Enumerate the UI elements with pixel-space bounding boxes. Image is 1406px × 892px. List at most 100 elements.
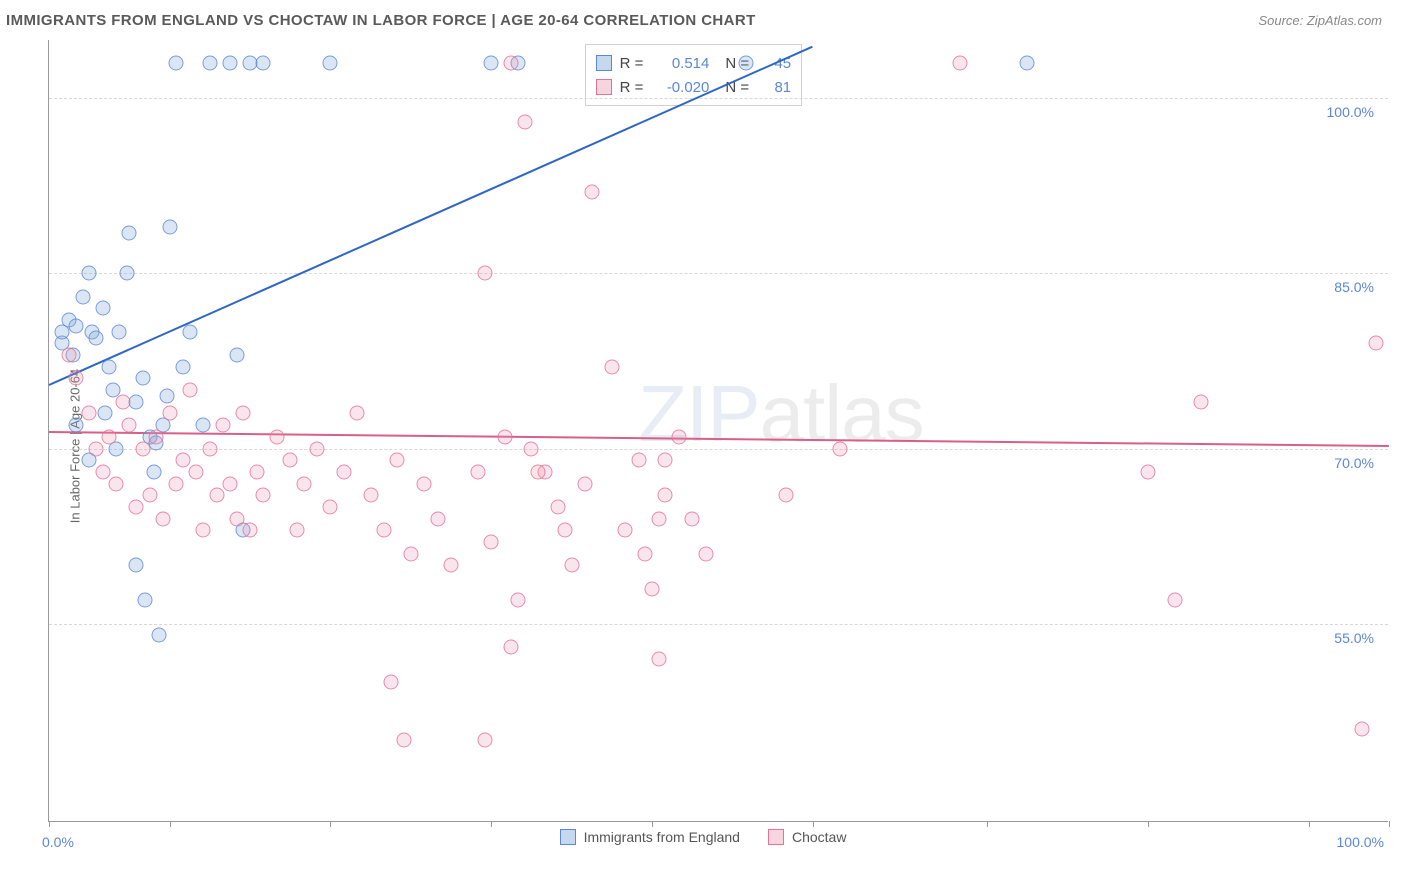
scatter-point bbox=[1355, 721, 1370, 736]
scatter-point bbox=[122, 225, 137, 240]
scatter-point bbox=[151, 628, 166, 643]
scatter-point bbox=[477, 733, 492, 748]
scatter-point bbox=[390, 453, 405, 468]
scatter-point bbox=[182, 324, 197, 339]
legend-item: Choctaw bbox=[768, 829, 846, 845]
scatter-point bbox=[216, 418, 231, 433]
scatter-point bbox=[202, 441, 217, 456]
scatter-point bbox=[403, 546, 418, 561]
scatter-point bbox=[135, 371, 150, 386]
scatter-point bbox=[604, 359, 619, 374]
gridline bbox=[49, 624, 1388, 625]
gridline bbox=[49, 449, 1388, 450]
scatter-point bbox=[524, 441, 539, 456]
scatter-point bbox=[162, 406, 177, 421]
scatter-point bbox=[551, 499, 566, 514]
scatter-point bbox=[557, 523, 572, 538]
scatter-point bbox=[497, 429, 512, 444]
watermark: ZIPatlas bbox=[638, 368, 923, 460]
scatter-point bbox=[135, 441, 150, 456]
scatter-point bbox=[832, 441, 847, 456]
scatter-point bbox=[470, 464, 485, 479]
scatter-point bbox=[176, 359, 191, 374]
trend-line bbox=[49, 431, 1389, 447]
scatter-point bbox=[115, 394, 130, 409]
legend-r-value: -0.020 bbox=[651, 79, 709, 96]
scatter-point bbox=[363, 488, 378, 503]
legend-r-value: 0.514 bbox=[651, 55, 709, 72]
scatter-point bbox=[1194, 394, 1209, 409]
scatter-point bbox=[256, 56, 271, 71]
scatter-point bbox=[658, 453, 673, 468]
scatter-point bbox=[82, 406, 97, 421]
scatter-point bbox=[658, 488, 673, 503]
scatter-point bbox=[149, 429, 164, 444]
legend-n-value: 81 bbox=[757, 79, 791, 96]
scatter-point bbox=[484, 534, 499, 549]
chart-title: IMMIGRANTS FROM ENGLAND VS CHOCTAW IN LA… bbox=[6, 12, 756, 29]
scatter-point bbox=[169, 476, 184, 491]
scatter-point bbox=[75, 289, 90, 304]
ytick-label: 70.0% bbox=[1334, 455, 1374, 471]
scatter-point bbox=[196, 523, 211, 538]
scatter-point bbox=[698, 546, 713, 561]
scatter-point bbox=[249, 464, 264, 479]
scatter-point bbox=[159, 388, 174, 403]
scatter-point bbox=[484, 56, 499, 71]
scatter-point bbox=[129, 499, 144, 514]
scatter-point bbox=[269, 429, 284, 444]
scatter-point bbox=[631, 453, 646, 468]
scatter-point bbox=[350, 406, 365, 421]
scatter-point bbox=[504, 639, 519, 654]
x-min-label: 0.0% bbox=[42, 834, 74, 850]
ytick-label: 85.0% bbox=[1334, 279, 1374, 295]
scatter-point bbox=[283, 453, 298, 468]
correlation-legend: R =0.514N =45R =-0.020N =81 bbox=[585, 44, 803, 106]
scatter-point bbox=[111, 324, 126, 339]
scatter-point bbox=[444, 558, 459, 573]
scatter-point bbox=[176, 453, 191, 468]
legend-r-label: R = bbox=[620, 79, 644, 96]
scatter-point bbox=[68, 318, 83, 333]
legend-swatch bbox=[596, 79, 612, 95]
scatter-point bbox=[1140, 464, 1155, 479]
scatter-point bbox=[243, 523, 258, 538]
scatter-point bbox=[182, 383, 197, 398]
scatter-point bbox=[651, 511, 666, 526]
scatter-point bbox=[236, 406, 251, 421]
legend-item: Immigrants from England bbox=[560, 829, 740, 845]
scatter-point bbox=[88, 441, 103, 456]
scatter-point bbox=[229, 348, 244, 363]
legend-row: R =-0.020N =81 bbox=[596, 75, 792, 99]
scatter-point bbox=[122, 418, 137, 433]
legend-swatch bbox=[560, 829, 576, 845]
scatter-point bbox=[564, 558, 579, 573]
scatter-point bbox=[138, 593, 153, 608]
scatter-point bbox=[146, 464, 161, 479]
scatter-point bbox=[397, 733, 412, 748]
scatter-point bbox=[517, 114, 532, 129]
scatter-point bbox=[142, 488, 157, 503]
scatter-point bbox=[584, 184, 599, 199]
scatter-point bbox=[229, 511, 244, 526]
trend-line bbox=[49, 46, 814, 386]
scatter-point bbox=[671, 429, 686, 444]
scatter-point bbox=[430, 511, 445, 526]
scatter-point bbox=[102, 429, 117, 444]
legend-swatch bbox=[596, 55, 612, 71]
scatter-point bbox=[738, 56, 753, 71]
scatter-point bbox=[129, 558, 144, 573]
scatter-point bbox=[638, 546, 653, 561]
scatter-point bbox=[383, 674, 398, 689]
scatter-point bbox=[202, 56, 217, 71]
scatter-point bbox=[82, 266, 97, 281]
scatter-point bbox=[62, 348, 77, 363]
gridline bbox=[49, 98, 1388, 99]
scatter-point bbox=[189, 464, 204, 479]
scatter-point bbox=[1368, 336, 1383, 351]
scatter-point bbox=[323, 499, 338, 514]
scatter-point bbox=[68, 371, 83, 386]
scatter-point bbox=[645, 581, 660, 596]
x-max-label: 100.0% bbox=[1337, 834, 1384, 850]
scatter-point bbox=[618, 523, 633, 538]
